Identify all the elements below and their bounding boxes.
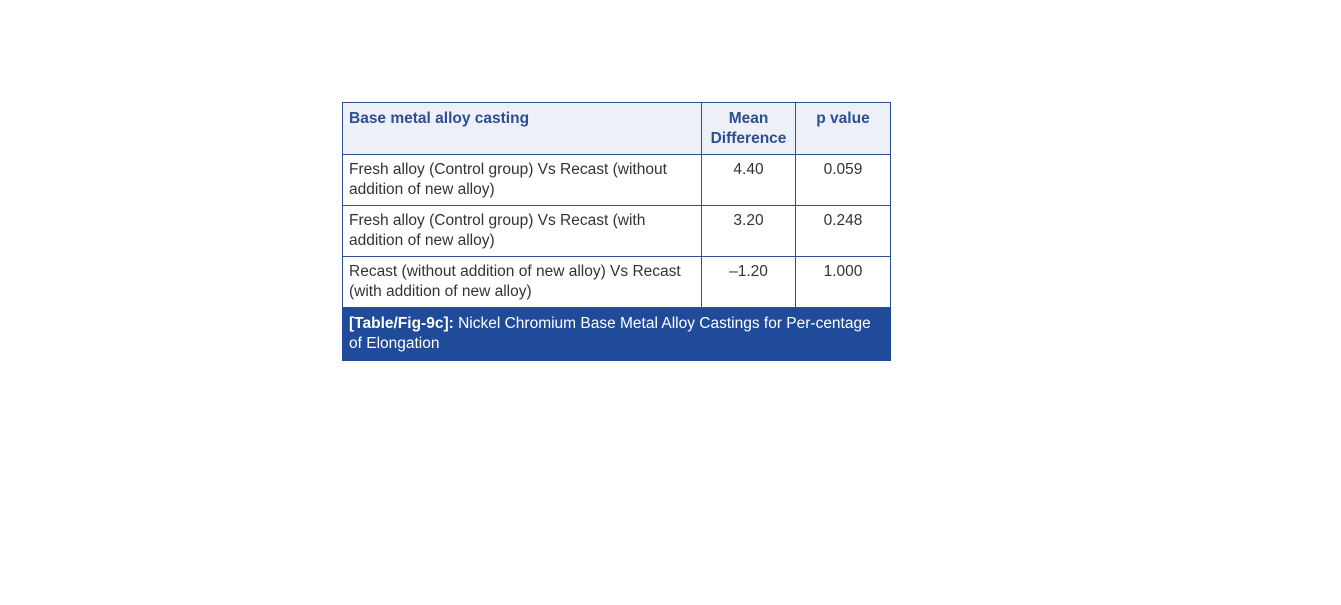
- results-table: Base metal alloy casting Mean Difference…: [342, 102, 891, 308]
- header-mean-difference: Mean Difference: [701, 102, 796, 155]
- mean-difference-cell: 3.20: [701, 205, 796, 257]
- table-header-row: Base metal alloy casting Mean Difference…: [342, 102, 891, 155]
- caption-text: Nickel Chromium Base Metal Alloy Casting…: [349, 315, 871, 352]
- mean-difference-cell: 4.40: [701, 154, 796, 206]
- table-row: Fresh alloy (Control group) Vs Recast (w…: [342, 205, 891, 257]
- p-value-cell: 0.248: [795, 205, 891, 257]
- header-comparison: Base metal alloy casting: [342, 102, 702, 155]
- caption-label: [Table/Fig-9c]:: [349, 315, 454, 332]
- comparison-cell: Fresh alloy (Control group) Vs Recast (w…: [342, 205, 702, 257]
- comparison-cell: Recast (without addition of new alloy) V…: [342, 256, 702, 308]
- comparison-cell: Fresh alloy (Control group) Vs Recast (w…: [342, 154, 702, 206]
- mean-difference-cell: –1.20: [701, 256, 796, 308]
- p-value-cell: 0.059: [795, 154, 891, 206]
- table-caption: [Table/Fig-9c]: Nickel Chromium Base Met…: [342, 308, 891, 361]
- p-value-cell: 1.000: [795, 256, 891, 308]
- header-p-value: p value: [795, 102, 891, 155]
- results-table-figure: Base metal alloy casting Mean Difference…: [342, 102, 891, 361]
- table-row: Fresh alloy (Control group) Vs Recast (w…: [342, 154, 891, 206]
- table-row: Recast (without addition of new alloy) V…: [342, 256, 891, 308]
